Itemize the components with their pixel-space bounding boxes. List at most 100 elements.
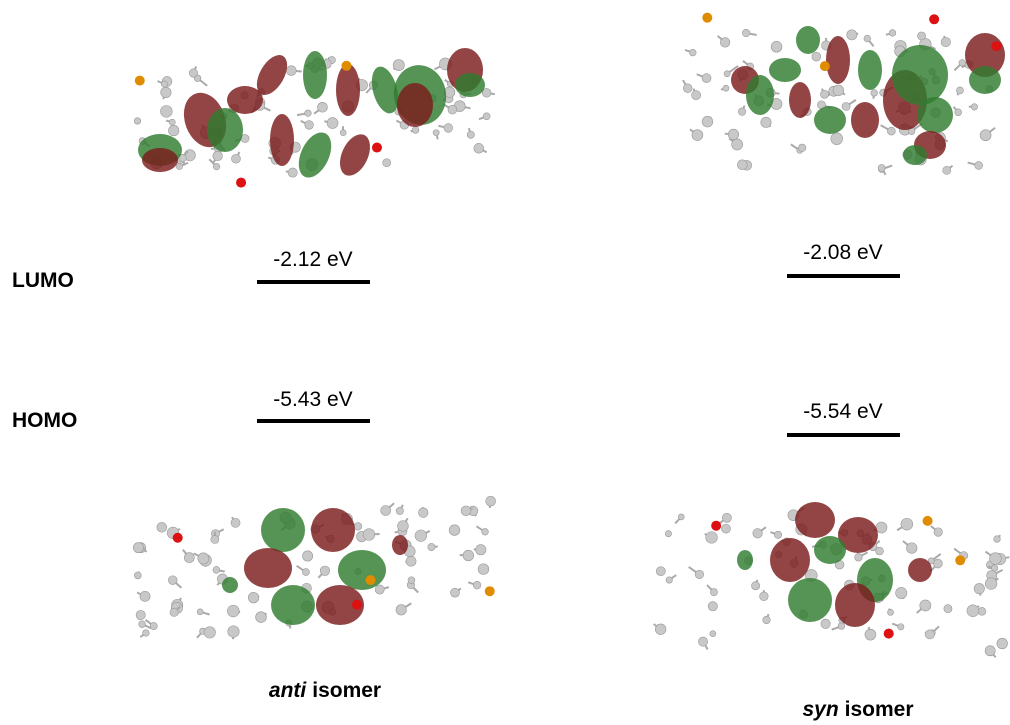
atom bbox=[486, 496, 496, 506]
orbital-lobe bbox=[770, 538, 810, 582]
orbital-lobe bbox=[227, 86, 263, 114]
atom bbox=[133, 543, 143, 553]
atom bbox=[168, 576, 177, 585]
atom bbox=[955, 109, 962, 116]
atom bbox=[678, 514, 684, 520]
atom bbox=[168, 125, 179, 136]
atom bbox=[710, 589, 717, 596]
atom bbox=[985, 646, 995, 656]
atom bbox=[449, 525, 460, 536]
atom bbox=[695, 570, 704, 579]
atom bbox=[139, 621, 146, 628]
isomer-italic: syn bbox=[802, 698, 838, 721]
atom bbox=[978, 607, 986, 615]
atom bbox=[771, 41, 782, 52]
atom bbox=[303, 551, 313, 561]
atom bbox=[738, 108, 746, 116]
atom bbox=[473, 581, 481, 589]
atom bbox=[975, 162, 983, 170]
orbital-lobe bbox=[261, 508, 305, 552]
atom-o bbox=[485, 586, 495, 596]
atom bbox=[288, 168, 297, 177]
atom bbox=[134, 572, 141, 579]
atom bbox=[448, 105, 457, 114]
atom bbox=[901, 518, 913, 530]
atom bbox=[896, 587, 907, 598]
atom bbox=[876, 547, 884, 555]
orbital-lobe bbox=[392, 535, 408, 555]
atom bbox=[702, 74, 711, 83]
energy-level bbox=[787, 274, 900, 278]
orbital-lobe bbox=[142, 148, 178, 172]
atom bbox=[838, 623, 845, 630]
orbital-lobe bbox=[303, 51, 327, 99]
orbital-lobe bbox=[292, 127, 338, 182]
atom bbox=[864, 35, 871, 42]
atom bbox=[320, 566, 330, 576]
atom bbox=[763, 616, 771, 624]
atom bbox=[157, 522, 167, 532]
atom bbox=[967, 605, 979, 617]
atom-o bbox=[923, 516, 933, 526]
lumo-label: LUMO bbox=[12, 269, 74, 293]
atom bbox=[305, 121, 314, 130]
atom bbox=[169, 119, 175, 125]
atom-o bbox=[820, 61, 830, 71]
atom bbox=[363, 529, 375, 541]
atom bbox=[692, 91, 701, 100]
atom-o bbox=[991, 41, 1001, 51]
atom bbox=[136, 610, 145, 619]
atom bbox=[227, 605, 239, 617]
atom-o bbox=[135, 76, 145, 86]
atom bbox=[143, 630, 150, 637]
orbital-lobe bbox=[311, 508, 355, 552]
atom bbox=[140, 591, 150, 601]
orbital-lobe bbox=[746, 75, 774, 115]
atom bbox=[327, 118, 338, 129]
atom bbox=[213, 163, 219, 169]
atom bbox=[463, 550, 474, 561]
figure: {"levels": {"lumo": "LUMO", "homo": "HOM… bbox=[0, 0, 1010, 725]
atom bbox=[997, 638, 1008, 649]
atom-o bbox=[702, 13, 712, 23]
energy-value: -2.08 eV bbox=[773, 241, 913, 265]
atom bbox=[918, 32, 926, 40]
energy-level bbox=[257, 280, 370, 284]
atom bbox=[724, 71, 730, 77]
orbital-lobe bbox=[737, 550, 753, 570]
atom bbox=[944, 605, 952, 613]
atom bbox=[721, 524, 730, 533]
orbital-lobe bbox=[814, 106, 846, 134]
energy-level bbox=[257, 419, 370, 423]
atom bbox=[692, 130, 703, 141]
atom bbox=[798, 144, 806, 152]
atom bbox=[393, 59, 404, 70]
orbital-lobe bbox=[397, 83, 433, 127]
atom-o bbox=[955, 555, 965, 565]
atom bbox=[812, 52, 821, 61]
atom bbox=[994, 536, 1001, 543]
atom bbox=[213, 566, 220, 573]
orbital-lobe bbox=[789, 82, 811, 118]
homo-label: HOMO bbox=[12, 409, 77, 433]
orbital-lobe bbox=[270, 114, 294, 166]
orbital-lobe bbox=[969, 66, 1001, 94]
atom bbox=[723, 85, 729, 91]
atom bbox=[847, 30, 857, 40]
orbital-lobe bbox=[334, 130, 376, 181]
atom bbox=[737, 160, 747, 170]
atom bbox=[160, 105, 172, 117]
atom bbox=[887, 127, 895, 135]
atom-o bbox=[236, 178, 246, 188]
orbital-lobe bbox=[851, 102, 879, 138]
atom bbox=[833, 85, 844, 96]
atom bbox=[415, 530, 427, 542]
atom bbox=[706, 532, 718, 544]
energy-value: -2.12 eV bbox=[243, 248, 383, 272]
atom bbox=[720, 38, 730, 48]
atom-o bbox=[884, 629, 894, 639]
atom bbox=[483, 113, 490, 120]
atom bbox=[971, 104, 977, 110]
atom bbox=[256, 612, 267, 623]
